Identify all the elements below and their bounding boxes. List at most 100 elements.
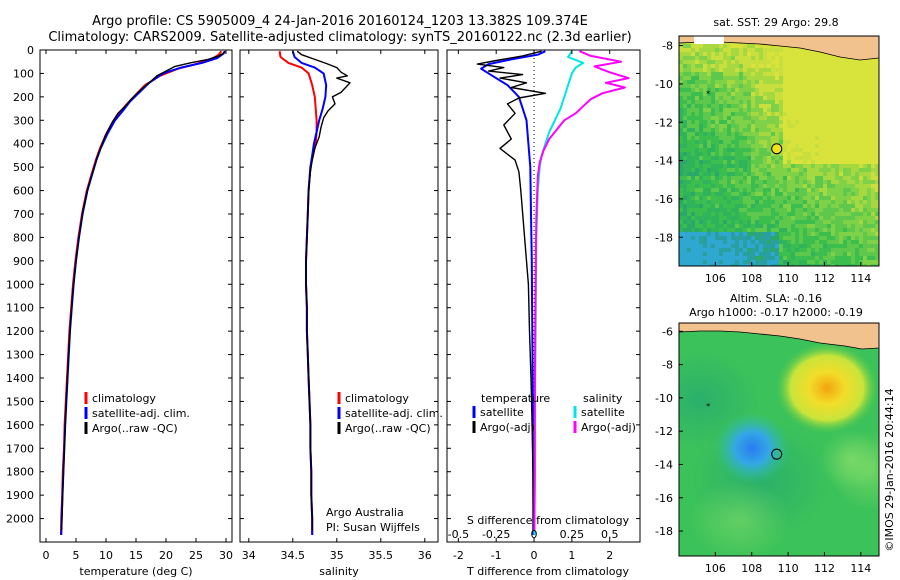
sst-pixel: [679, 56, 683, 60]
sst-pixel: [743, 224, 747, 228]
sst-pixel: [779, 56, 783, 60]
sst-pixel: [863, 76, 867, 80]
sst-pixel: [799, 160, 803, 164]
sst-pixel: [847, 152, 851, 156]
sst-pixel: [751, 144, 755, 148]
sst-pixel: [835, 248, 839, 252]
sst-pixel: [755, 116, 759, 120]
sst-pixel: [775, 140, 779, 144]
sst-pixel: [799, 132, 803, 136]
sst-pixel: [807, 104, 811, 108]
sst-pixel: [863, 112, 867, 116]
sst-pixel: [735, 220, 739, 224]
sst-pixel: [743, 124, 747, 128]
sst-pixel: [739, 120, 743, 124]
sst-pixel: [843, 124, 847, 128]
sst-pixel: [807, 68, 811, 72]
sst-pixel: [743, 148, 747, 152]
sst-pixel: [867, 220, 871, 224]
sst-pixel: [715, 68, 719, 72]
sst-pixel: [735, 188, 739, 192]
sst-pixel: [847, 188, 851, 192]
sst-pixel: [815, 164, 819, 168]
sst-pixel: [863, 172, 867, 176]
sst-pixel: [723, 204, 727, 208]
depth-tick-label: 200: [13, 91, 34, 104]
sst-pixel: [755, 76, 759, 80]
sst-pixel: [691, 240, 695, 244]
sst-pixel: [687, 168, 691, 172]
sst-pixel: [755, 160, 759, 164]
sst-pixel: [835, 80, 839, 84]
sst-pixel: [719, 228, 723, 232]
sst-pixel: [871, 64, 875, 68]
sst-pixel: [855, 244, 859, 248]
sst-pixel: [779, 220, 783, 224]
sst-pixel: [875, 100, 879, 104]
sst-pixel: [687, 192, 691, 196]
sst-pixel: [847, 180, 851, 184]
sst-pixel: [715, 112, 719, 116]
sst-pixel: [735, 224, 739, 228]
sst-pixel: [811, 100, 815, 104]
sst-pixel: [691, 232, 695, 236]
sst-pixel: [719, 136, 723, 140]
sst-pixel: [731, 116, 735, 120]
sst-pixel: [783, 216, 787, 220]
sst-pixel: [683, 252, 687, 256]
sst-pixel: [711, 124, 715, 128]
sst-pixel: [795, 236, 799, 240]
sst-pixel: [843, 100, 847, 104]
sst-pixel: [867, 128, 871, 132]
sst-pixel: [687, 256, 691, 260]
sst-pixel: [787, 128, 791, 132]
sst-pixel: [827, 248, 831, 252]
s-difference-tick-label: 0: [531, 528, 538, 541]
sst-pixel: [799, 52, 803, 56]
sst-pixel: [723, 252, 727, 256]
sst-pixel: [715, 84, 719, 88]
sst-pixel: [707, 96, 711, 100]
sst-pixel: [747, 196, 751, 200]
sst-pixel: [707, 124, 711, 128]
sst-pixel: [731, 208, 735, 212]
sst-pixel: [855, 164, 859, 168]
sst-pixel: [859, 140, 863, 144]
sst-pixel: [683, 68, 687, 72]
sst-pixel: [731, 144, 735, 148]
legend-label-t-argo: Argo(-adj): [480, 421, 535, 434]
sst-pixel: [803, 264, 807, 266]
sst-pixel: [839, 208, 843, 212]
sst-pixel: [807, 188, 811, 192]
sst-pixel: [847, 176, 851, 180]
sst-pixel: [683, 200, 687, 204]
sst-pixel: [863, 236, 867, 240]
sst-pixel: [779, 200, 783, 204]
sst-pixel: [751, 44, 755, 48]
sst-pixel: [715, 176, 719, 180]
sst-pixel: [771, 168, 775, 172]
sst-pixel: [819, 64, 823, 68]
sst-pixel: [787, 80, 791, 84]
sst-pixel: [695, 200, 699, 204]
sst-pixel: [803, 124, 807, 128]
sst-pixel: [871, 100, 875, 104]
sst-pixel: [815, 56, 819, 60]
sst-pixel: [807, 88, 811, 92]
sst-pixel: [803, 236, 807, 240]
x-tick-label: 35.5: [369, 549, 394, 562]
sst-pixel: [787, 200, 791, 204]
sst-pixel: [791, 164, 795, 168]
sst-pixel: [803, 152, 807, 156]
sst-pixel: [871, 264, 875, 266]
sst-pixel: [795, 148, 799, 152]
sst-pixel: [843, 264, 847, 266]
map-y-tick-label: -6: [662, 325, 673, 338]
sst-pixel: [827, 104, 831, 108]
sst-pixel: [863, 152, 867, 156]
sst-pixel: [803, 116, 807, 120]
sst-pixel: [827, 252, 831, 256]
sst-pixel: [863, 232, 867, 236]
sst-pixel: [839, 168, 843, 172]
sst-pixel: [799, 164, 803, 168]
